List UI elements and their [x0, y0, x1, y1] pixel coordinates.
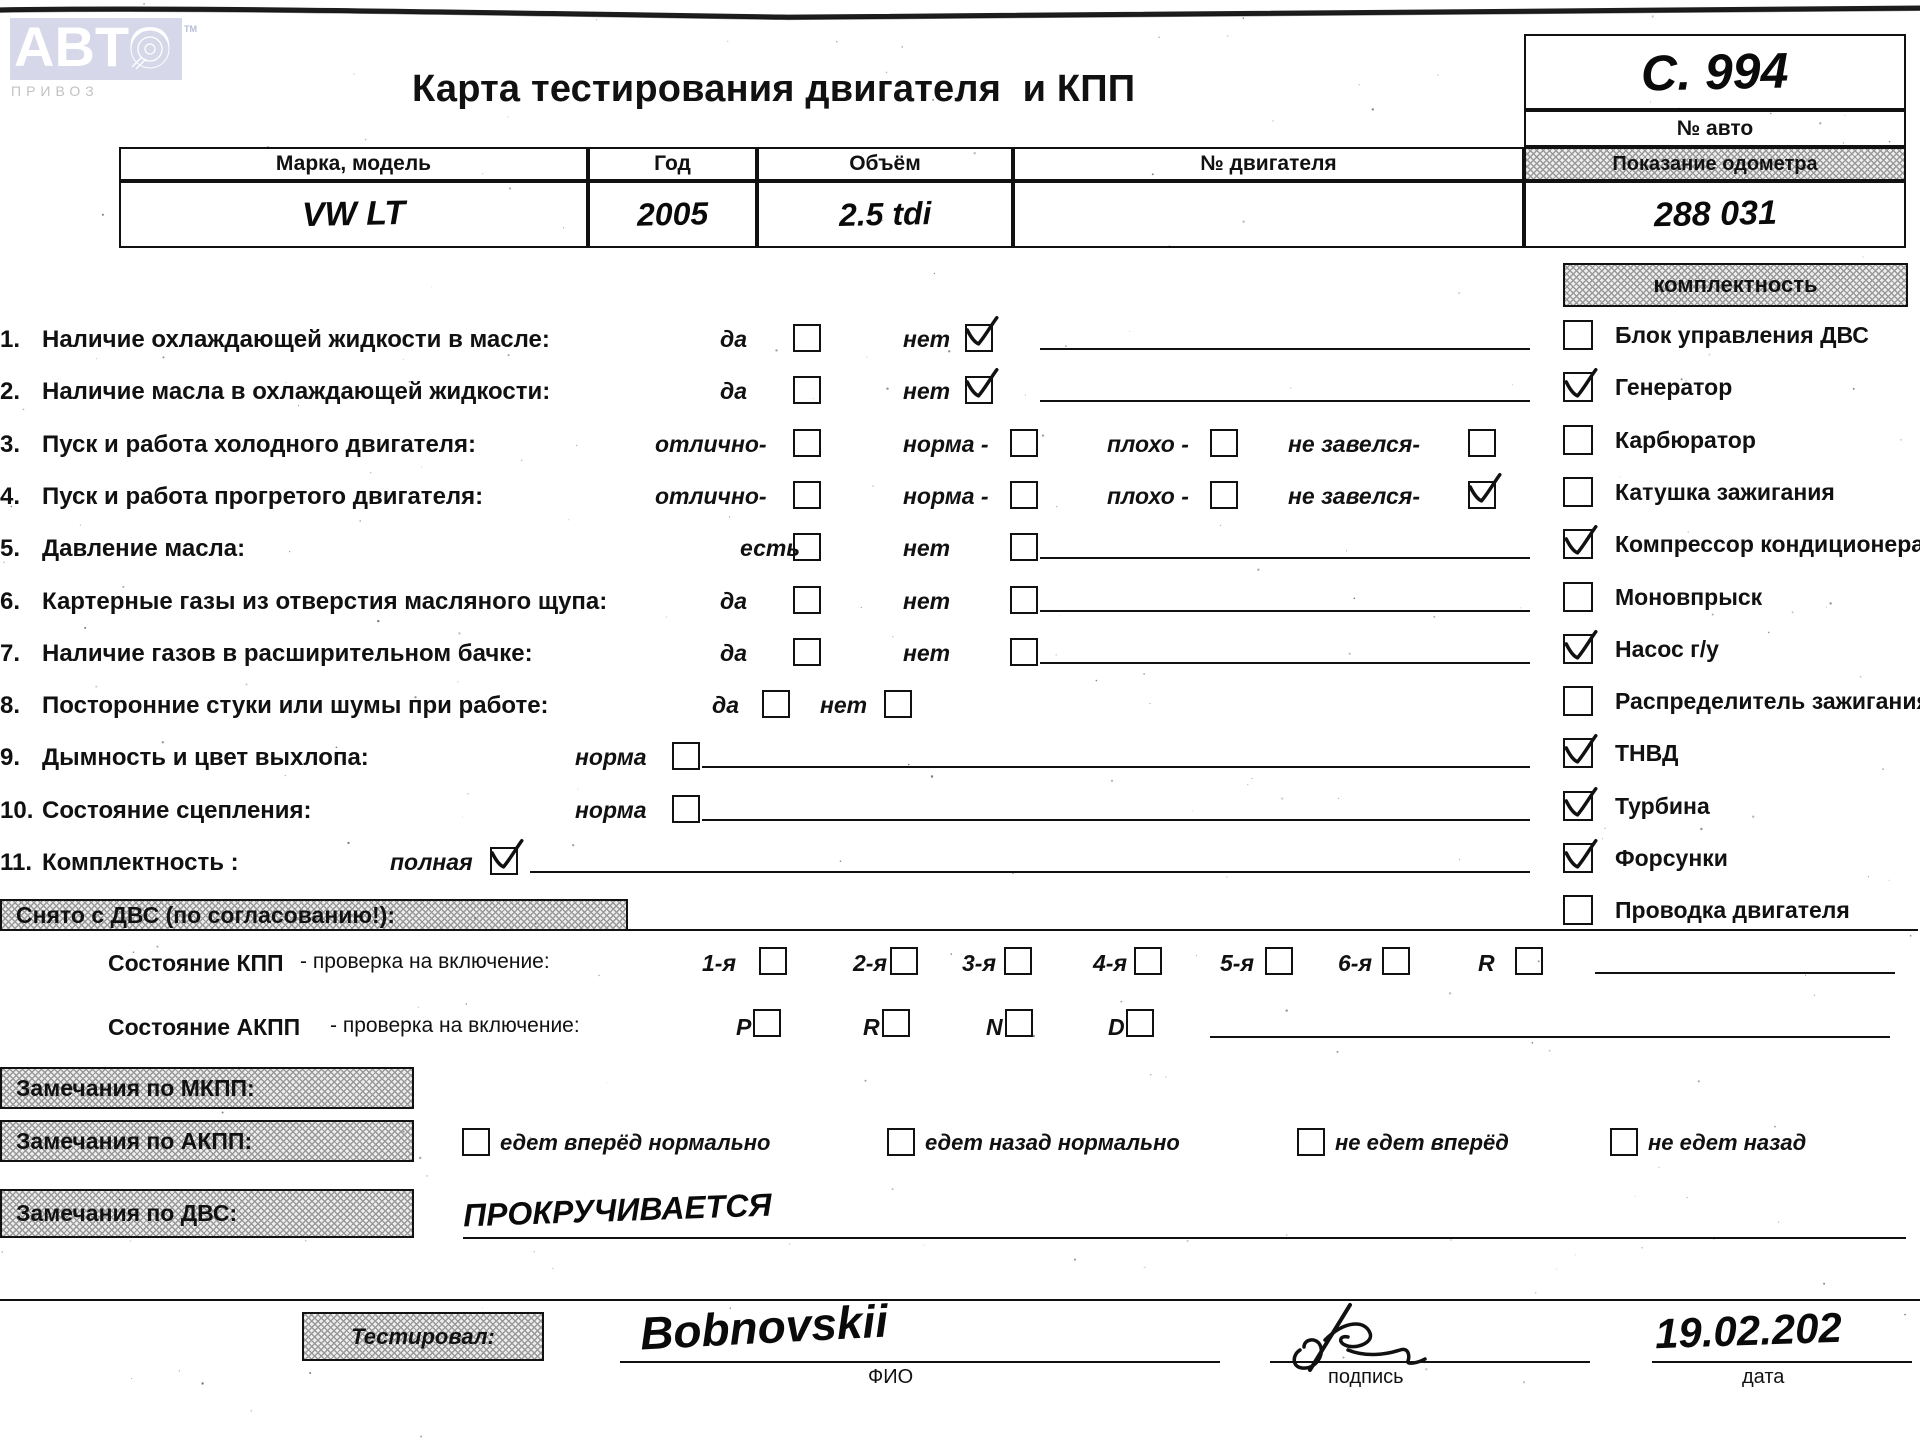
- svg-text:ПРИВОЗ: ПРИВОЗ: [11, 83, 99, 99]
- svg-text:TM: TM: [184, 24, 197, 34]
